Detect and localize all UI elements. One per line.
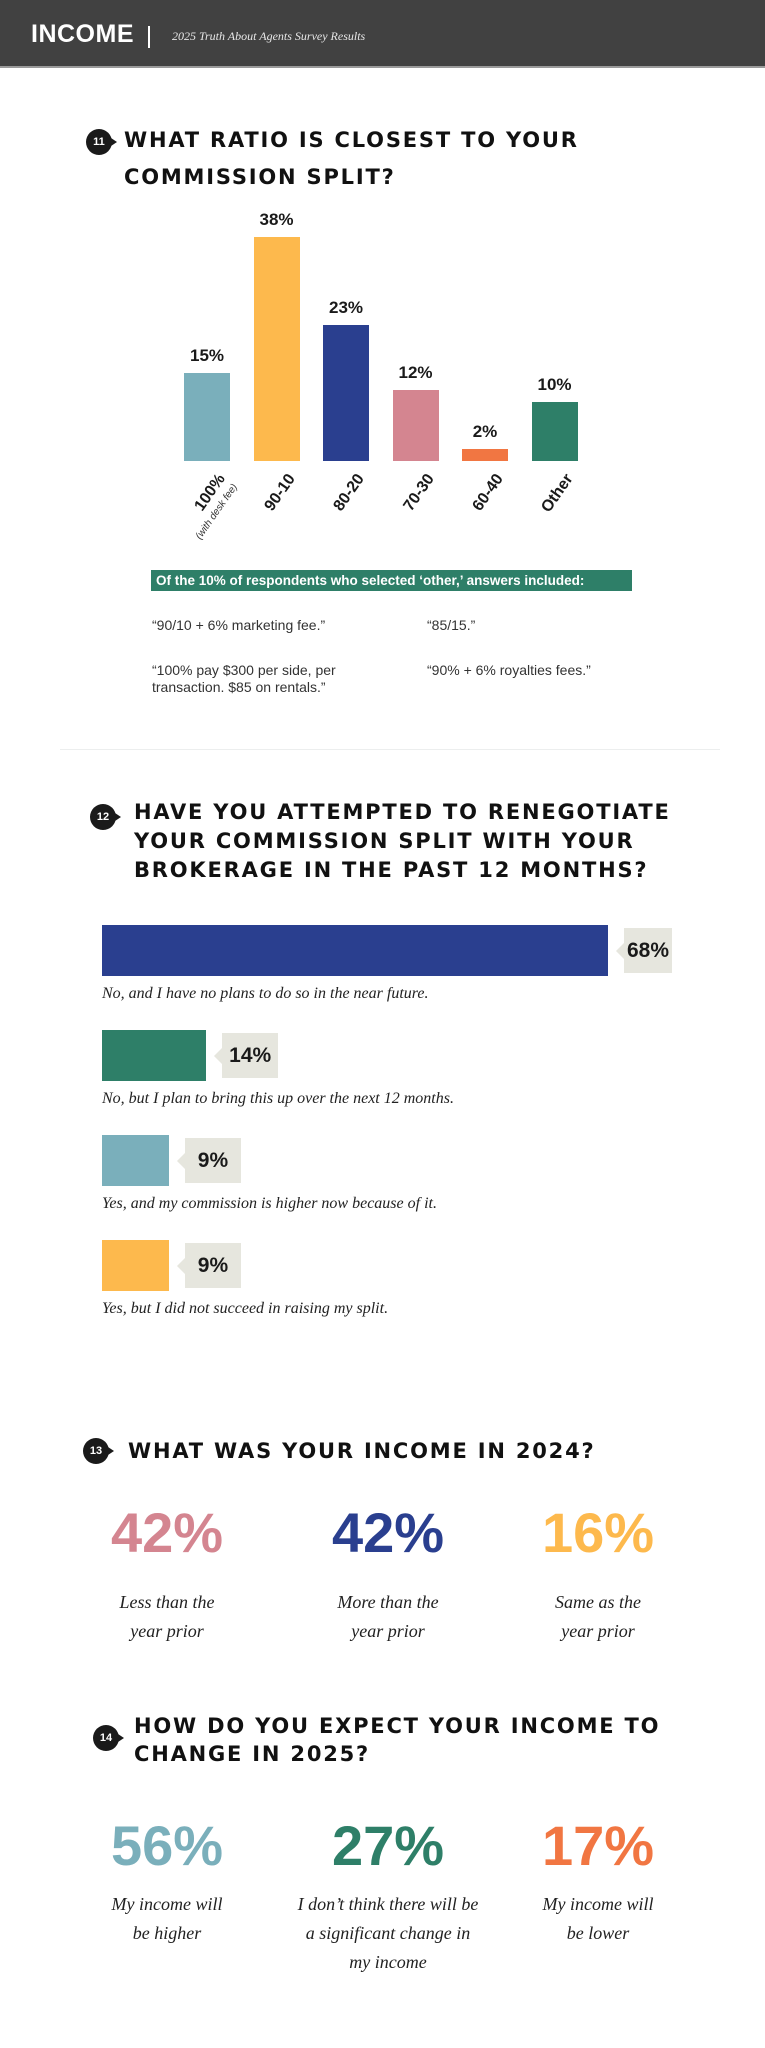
bar-category-label: No, but I plan to bring this up over the…: [102, 1090, 454, 1107]
x-tick-label: Other: [538, 471, 577, 516]
section-header: INCOME 2025 Truth About Agents Survey Re…: [0, 0, 765, 68]
caption-line: be lower: [566, 1923, 630, 1943]
question-number-badge: 14: [93, 1725, 124, 1751]
caption-line: year prior: [561, 1621, 635, 1641]
stat-value: 42%: [331, 1501, 445, 1564]
stat-value: 27%: [331, 1814, 445, 1877]
bar-90-10: [253, 237, 300, 461]
bar-100%: [184, 372, 230, 461]
data-label: 23%: [328, 298, 364, 318]
caption-line: a significant change in: [305, 1923, 471, 1943]
data-label: 9%: [176, 1138, 241, 1183]
stat-caption: More than the year prior: [278, 1588, 498, 1646]
caption-line: year prior: [130, 1621, 204, 1641]
data-label: 2%: [472, 422, 498, 442]
bar: [102, 1240, 169, 1291]
caption-line: year prior: [351, 1621, 425, 1641]
section-divider: [60, 749, 720, 750]
stat-caption: My income will be higher: [57, 1890, 277, 1948]
quote: “85/15.”: [427, 617, 476, 633]
caption-line: Less than the: [119, 1592, 215, 1612]
data-label: 12%: [398, 363, 433, 383]
caption-line: My income will: [111, 1894, 223, 1914]
data-label: 68%: [616, 928, 672, 973]
title-line: YOUR COMMISSION SPLIT WITH YOUR: [134, 829, 635, 853]
bar: [102, 925, 608, 976]
question-11-title: WHAT RATIO IS CLOSEST TO YOUR COMMISSION…: [124, 122, 579, 196]
x-tick-label: 70-30: [400, 471, 438, 515]
other-answers-banner: Of the 10% of respondents who selected ‘…: [151, 570, 632, 591]
stat-caption: Same as the year prior: [488, 1588, 708, 1646]
caption-line: Same as the: [555, 1592, 641, 1612]
stat-value: 42%: [110, 1501, 224, 1564]
caption-line: be higher: [132, 1923, 202, 1943]
bar-60-40: [462, 449, 508, 461]
quote: “100% pay $300 per side, per transaction…: [152, 662, 336, 695]
stat-value: 16%: [541, 1501, 655, 1564]
question-13-title: WHAT WAS YOUR INCOME IN 2024?: [128, 1439, 596, 1463]
title-line: COMMISSION SPLIT?: [124, 165, 396, 189]
section-subtitle: 2025 Truth About Agents Survey Results: [172, 29, 366, 43]
caption-line: My income will: [542, 1894, 654, 1914]
data-label: 9%: [176, 1243, 241, 1288]
caption-line: More than the: [337, 1592, 439, 1612]
question-number-badge: 13: [83, 1438, 114, 1464]
data-label: 38%: [259, 210, 294, 229]
x-tick-label: 80-20: [330, 471, 368, 515]
data-label: 10%: [537, 375, 572, 395]
quote: “90% + 6% royalties fees.”: [427, 662, 591, 678]
question-number-badge: 11: [86, 129, 117, 155]
data-label: 14%: [214, 1033, 279, 1078]
title-line: HOW DO YOU EXPECT YOUR INCOME TO: [134, 1714, 661, 1738]
question-12-title: HAVE YOU ATTEMPTED TO RENEGOTIATE YOUR C…: [134, 798, 671, 885]
stat-value: 56%: [110, 1814, 224, 1877]
stat-caption: My income will be lower: [488, 1890, 708, 1948]
title-line: CHANGE IN 2025?: [134, 1742, 371, 1766]
bar-70-30: [392, 390, 439, 461]
header-divider: [148, 26, 150, 48]
bar-category-label: Yes, but I did not succeed in raising my…: [102, 1300, 389, 1317]
data-label: 15%: [189, 345, 225, 365]
bar-category-label: Yes, and my commission is higher now bec…: [102, 1195, 437, 1212]
section-title: INCOME: [31, 20, 134, 48]
question-number-badge: 12: [90, 804, 121, 830]
x-tick-label: 90-10: [261, 471, 299, 515]
caption-line: I don’t think there will be: [297, 1894, 479, 1914]
bar-Other: [531, 402, 578, 461]
bar: [102, 1030, 207, 1081]
stat-caption: I don’t think there will be a significant…: [278, 1890, 498, 1977]
title-line: HAVE YOU ATTEMPTED TO RENEGOTIATE: [134, 800, 671, 824]
stat-caption: Less than the year prior: [57, 1588, 277, 1646]
x-tick-label: 60-40: [469, 471, 507, 515]
title-line: WHAT RATIO IS CLOSEST TO YOUR: [124, 128, 579, 152]
bar-80-20: [323, 325, 369, 461]
stat-value: 17%: [541, 1814, 655, 1877]
caption-line: my income: [349, 1952, 427, 1972]
bar-category-label: No, and I have no plans to do so in the …: [102, 985, 429, 1002]
question-14-title: HOW DO YOU EXPECT YOUR INCOME TO CHANGE …: [134, 1712, 660, 1768]
quote: “90/10 + 6% marketing fee.”: [152, 617, 326, 633]
bar: [102, 1135, 169, 1186]
title-line: BROKERAGE IN THE PAST 12 MONTHS?: [134, 858, 649, 882]
